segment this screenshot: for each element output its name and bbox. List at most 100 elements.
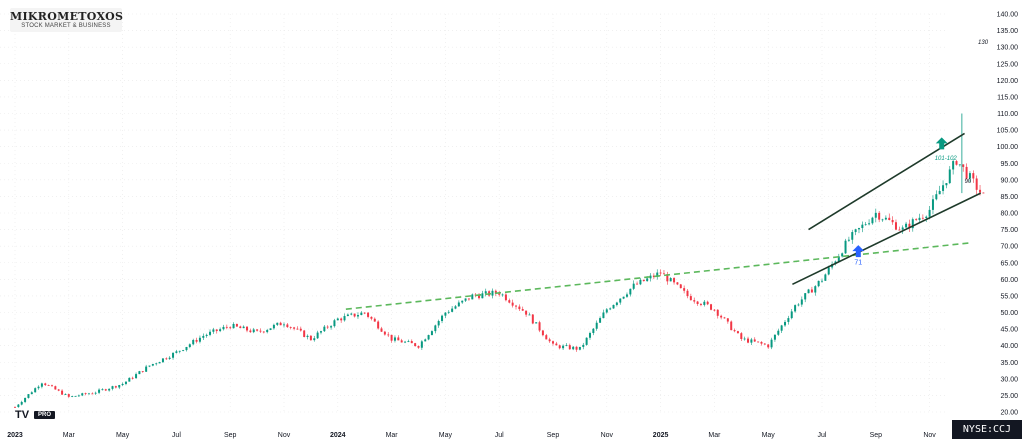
candle-body bbox=[145, 366, 148, 372]
candle-body bbox=[535, 322, 538, 324]
candle-body bbox=[817, 280, 820, 287]
candle-body bbox=[582, 344, 585, 347]
candle-body bbox=[34, 388, 37, 393]
candle-body bbox=[740, 333, 743, 339]
candle-body bbox=[437, 321, 440, 326]
x-tick-label: Mar bbox=[386, 432, 399, 439]
brand-logo: MIKROMETOXOS STOCK MARKET & BUSINESS bbox=[10, 8, 123, 32]
candle-body bbox=[632, 283, 635, 289]
candle-body bbox=[868, 223, 871, 225]
candle-body bbox=[928, 209, 931, 217]
candle-body bbox=[686, 290, 689, 297]
candle-body bbox=[619, 298, 622, 303]
candle-body bbox=[955, 161, 958, 165]
candle-body bbox=[215, 329, 218, 332]
channel-line bbox=[792, 192, 982, 286]
candle-body bbox=[968, 173, 971, 179]
candle-body bbox=[484, 291, 487, 294]
candle-body bbox=[578, 346, 581, 350]
candle-body bbox=[676, 282, 679, 285]
x-tick-label: 2023 bbox=[7, 432, 23, 439]
y-tick-label: 40.00 bbox=[1000, 343, 1018, 350]
candle-body bbox=[202, 335, 205, 338]
candle-body bbox=[168, 357, 171, 359]
candle-body bbox=[370, 316, 373, 319]
candle-body bbox=[249, 330, 252, 333]
x-tick-label: Jul bbox=[172, 432, 181, 439]
pro-badge: PRO bbox=[34, 411, 55, 419]
candle-body bbox=[346, 314, 349, 317]
candle-body bbox=[414, 343, 417, 347]
candle-body bbox=[888, 217, 891, 220]
y-tick-label: 80.00 bbox=[1000, 211, 1018, 218]
candle-body bbox=[673, 278, 676, 283]
candle-body bbox=[61, 390, 64, 395]
candle-body bbox=[683, 288, 686, 291]
candle-body bbox=[666, 274, 669, 282]
candle-body bbox=[777, 330, 780, 335]
candle-body bbox=[942, 185, 945, 191]
candle-body bbox=[821, 280, 823, 282]
candle-body bbox=[84, 393, 87, 395]
candle-body bbox=[911, 219, 914, 229]
tradingview-logo[interactable]: TV PRO bbox=[15, 409, 57, 421]
candle-body bbox=[350, 313, 353, 315]
candle-body bbox=[669, 278, 672, 282]
candle-body bbox=[780, 325, 783, 331]
candle-body bbox=[518, 306, 521, 310]
candle-body bbox=[874, 212, 877, 218]
x-tick-label: 2025 bbox=[653, 432, 669, 439]
candle-body bbox=[148, 365, 151, 367]
x-tick-label: Jul bbox=[818, 432, 827, 439]
candle-body bbox=[931, 199, 934, 210]
candle-body bbox=[975, 178, 978, 190]
candle-body bbox=[827, 267, 830, 275]
candle-body bbox=[918, 217, 921, 221]
candle-body bbox=[636, 283, 639, 285]
candle-body bbox=[209, 331, 212, 335]
candle-body bbox=[720, 315, 723, 318]
candle-body bbox=[246, 326, 249, 331]
ticker-label[interactable]: NYSE:CCJ bbox=[952, 420, 1022, 439]
candle-body bbox=[14, 407, 16, 408]
x-tick-label: Sep bbox=[224, 432, 237, 439]
candle-body bbox=[363, 312, 366, 314]
candle-body bbox=[454, 306, 457, 309]
y-tick-label: 100.00 bbox=[997, 144, 1019, 151]
candle-body bbox=[810, 289, 813, 293]
candle-body bbox=[891, 219, 894, 223]
candle-body bbox=[861, 224, 864, 229]
candle-body bbox=[625, 294, 628, 297]
candle-body bbox=[558, 345, 561, 349]
candle-body bbox=[20, 401, 23, 405]
candle-body bbox=[104, 389, 107, 391]
candle-body bbox=[770, 339, 773, 348]
candle-body bbox=[266, 329, 269, 333]
candle-body bbox=[555, 343, 558, 346]
candle-body bbox=[689, 296, 692, 301]
candle-body bbox=[467, 298, 470, 300]
x-tick-label: Nov bbox=[923, 432, 936, 439]
candle-body bbox=[151, 363, 154, 366]
candle-body bbox=[965, 166, 968, 179]
candle-body bbox=[461, 300, 464, 303]
candle-body bbox=[958, 164, 961, 166]
candle-body bbox=[568, 345, 571, 350]
candle-body bbox=[747, 338, 750, 343]
candle-body bbox=[696, 301, 699, 304]
candle-body bbox=[905, 223, 908, 228]
candle-body bbox=[605, 309, 608, 313]
candle-body bbox=[629, 288, 632, 295]
candle-body bbox=[178, 350, 181, 352]
x-tick-label: Sep bbox=[870, 432, 883, 439]
candle-body bbox=[235, 323, 238, 327]
candle-body bbox=[118, 385, 121, 388]
candle-body bbox=[898, 229, 901, 231]
x-tick-label: Nov bbox=[601, 432, 614, 439]
candle-body bbox=[652, 275, 655, 278]
y-tick-label: 65.00 bbox=[1000, 260, 1018, 267]
candle-body bbox=[279, 322, 282, 326]
candle-body bbox=[481, 293, 484, 299]
candle-body bbox=[326, 326, 329, 328]
